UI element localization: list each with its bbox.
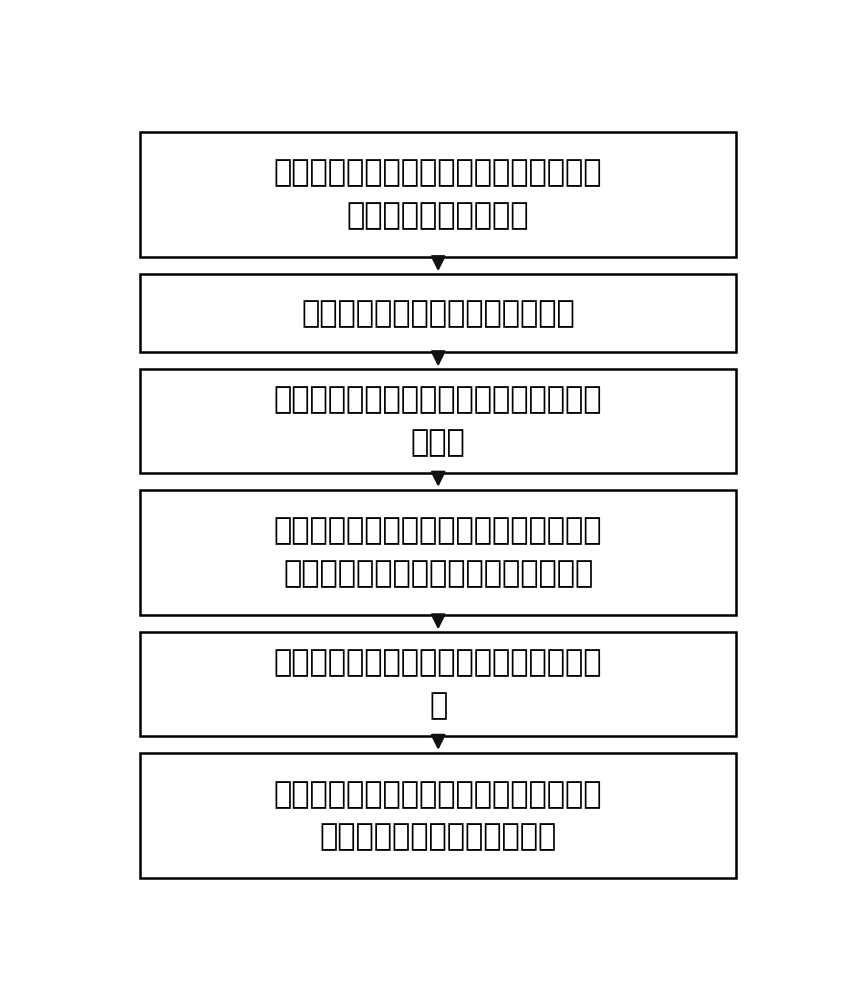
Text: 发送端进行数据分组、分块与编码: 发送端进行数据分组、分块与编码 [301, 299, 575, 328]
Text: 发送端发送分组并接收由接收端发送的确
认信息: 发送端发送分组并接收由接收端发送的确 认信息 [274, 385, 603, 457]
Text: 接收端接收分组并生成编码系数和载荷矩
阵: 接收端接收分组并生成编码系数和载荷矩 阵 [274, 648, 603, 720]
Text: 若块号不在特定的范围内，或者对应约束
关系式不成立，则发送端更新网络参数: 若块号不在特定的范围内，或者对应约束 关系式不成立，则发送端更新网络参数 [274, 517, 603, 588]
Bar [140, 632, 736, 736]
Text: 参数的初始化，包括当前往返时间、最小
往返时间及丢失分组数: 参数的初始化，包括当前往返时间、最小 往返时间及丢失分组数 [274, 158, 603, 230]
Bar [140, 274, 736, 352]
Bar [140, 753, 736, 878]
Text: 接收端更新参数，对数据块进行解码，并
对发送端反馈，完成数据传输: 接收端更新参数，对数据块进行解码，并 对发送端反馈，完成数据传输 [274, 780, 603, 852]
Bar [140, 490, 736, 615]
Bar [140, 369, 736, 473]
Bar [140, 132, 736, 257]
